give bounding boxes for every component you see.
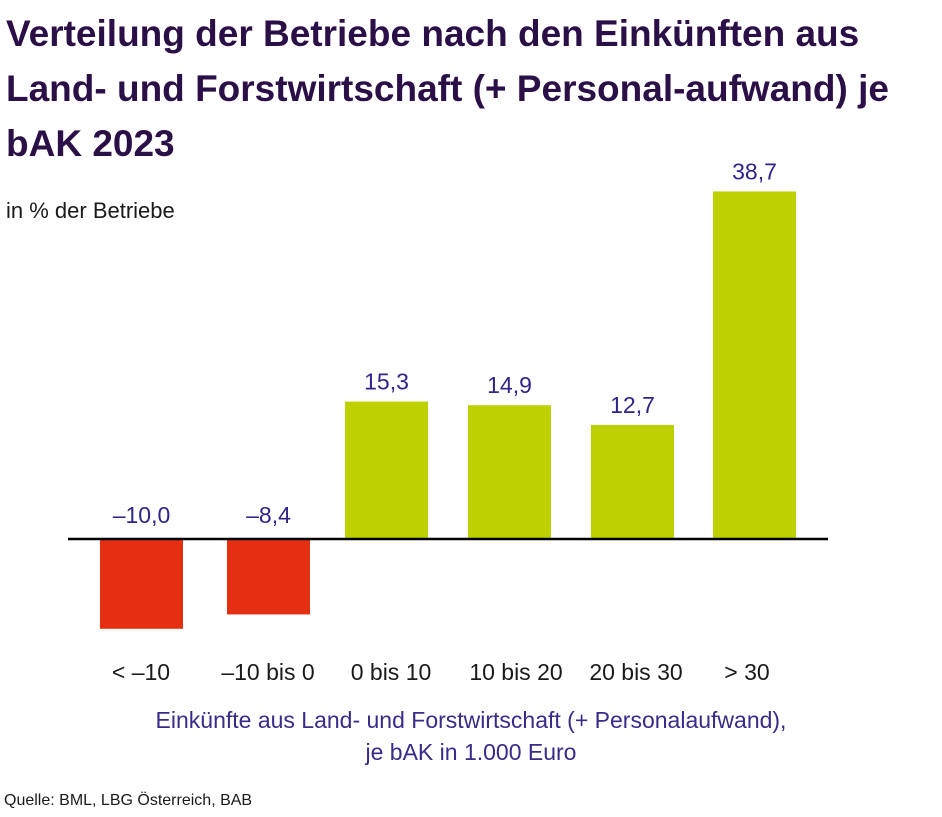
category-tick-label: 20 bis 30 <box>589 659 682 685</box>
data-label: 15,3 <box>364 369 409 395</box>
bar <box>468 405 551 539</box>
source-note: Quelle: BML, LBG Österreich, BAB <box>4 792 253 809</box>
chart-title: Verteilung der Betriebe nach den Einkünf… <box>6 13 889 164</box>
bar <box>713 191 796 539</box>
data-label: 14,9 <box>487 372 532 398</box>
bar <box>227 539 310 615</box>
category-tick-label: 0 bis 10 <box>351 659 432 685</box>
category-tick-label: > 30 <box>724 659 769 685</box>
x-axis-label: Einkünfte aus Land- und Forstwirtschaft … <box>0 704 942 768</box>
bar <box>345 401 428 539</box>
bar <box>591 424 674 539</box>
category-tick-label: 10 bis 20 <box>469 659 562 685</box>
data-label: 38,7 <box>732 158 777 184</box>
category-tick-label: –10 bis 0 <box>221 659 314 685</box>
x-axis-label-line1: Einkünfte aus Land- und Forstwirtschaft … <box>155 707 787 733</box>
category-tick-label: < –10 <box>112 659 170 685</box>
x-axis-label-line2: je bAK in 1.000 Euro <box>365 739 577 765</box>
data-label: –8,4 <box>246 502 291 528</box>
data-label: 12,7 <box>610 392 655 418</box>
y-axis-label: in % der Betriebe <box>6 198 175 223</box>
data-label: –10,0 <box>113 502 171 528</box>
bar <box>100 539 183 629</box>
